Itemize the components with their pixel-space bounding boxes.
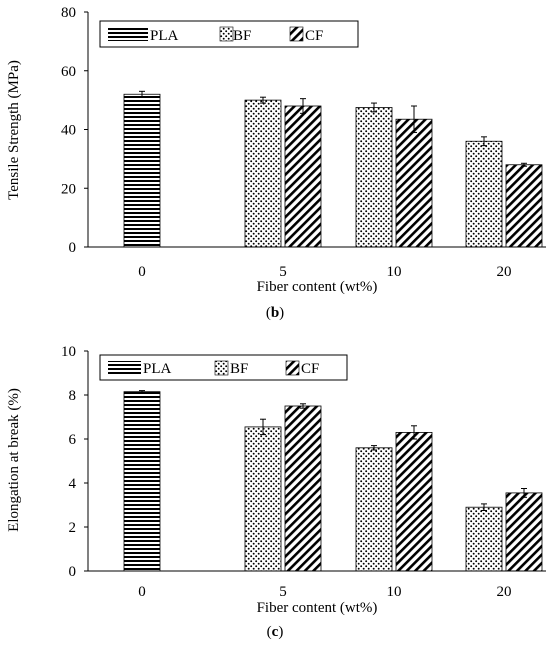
chart-c-legend-swatch-bf	[214, 360, 229, 376]
chart-c-legend-swatch-cf	[285, 360, 300, 376]
chart-b-y-tick-label: 0	[69, 240, 77, 256]
chart-b-bar-bf-10	[355, 107, 393, 248]
chart-c: 0 2 4 6 8 10 0 5 10 20 Elongation at break (%) F…	[6, 344, 546, 640]
chart-b-x-tick-label: 10	[387, 264, 402, 280]
chart-c-legend-label-bf: BF	[230, 361, 248, 377]
chart-b-legend-swatch-pla	[108, 27, 148, 41]
chart-c-y-tick-label: 4	[69, 476, 77, 492]
chart-b-legend-label-bf: BF	[233, 28, 251, 44]
chart-c-bar-bf-20	[465, 506, 503, 572]
chart-b-error-bar-cf-10	[411, 105, 417, 133]
chart-b-x-tick-label: 5	[279, 264, 287, 280]
chart-b-error-bar-cf-20	[521, 162, 527, 167]
chart-c-y-axis-title: Elongation at break (%)	[6, 388, 22, 532]
chart-b-error-bar-bf-10	[371, 102, 377, 113]
chart-c-error-bar-bf-20	[481, 503, 487, 511]
chart-b-bars	[123, 93, 543, 248]
chart-b-y-tick-label: 60	[61, 64, 76, 80]
chart-b-error-bar-pla-0	[139, 90, 145, 98]
chart-b-x-axis-title: Fiber content (wt%)	[257, 279, 378, 295]
chart-b-bar-cf-20	[505, 164, 543, 248]
chart-b-y-tick-label: 40	[61, 123, 76, 139]
chart-b-legend: PLA BF CF	[99, 20, 359, 48]
chart-c-x-tick-label: 0	[138, 584, 146, 600]
chart-b-y-axis-title: Tensile Strength (MPa)	[6, 60, 22, 200]
chart-b-y-ticks: 0 20 40 60 80	[61, 5, 88, 256]
chart-c-x-tick-label: 5	[279, 584, 287, 600]
chart-b-bar-cf-5	[284, 105, 322, 248]
chart-c-error-bar-pla-0	[139, 390, 145, 394]
chart-c-y-tick-label: 0	[69, 564, 77, 580]
chart-b-panel-label: (b)	[266, 305, 284, 321]
chart-c-error-bar-cf-20	[521, 488, 527, 498]
chart-c-x-ticks: 0 5 10 20	[138, 584, 511, 600]
chart-c-y-tick-label: 8	[69, 388, 77, 404]
chart-b-bar-bf-20	[465, 140, 503, 248]
chart-c-y-tick-label: 10	[61, 344, 76, 360]
chart-c-legend: PLA BF CF	[99, 354, 348, 381]
chart-b-error-bar-bf-5	[260, 96, 266, 104]
chart-b-bar-pla-0	[123, 93, 161, 248]
chart-c-y-tick-label: 2	[69, 520, 77, 536]
chart-c-bar-cf-5	[284, 405, 322, 572]
chart-c-error-bar-bf-10	[371, 445, 377, 451]
chart-c-x-axis-title: Fiber content (wt%)	[257, 600, 378, 616]
chart-c-bar-bf-10	[355, 447, 393, 572]
chart-c-error-bar-cf-5	[300, 403, 306, 409]
chart-c-legend-label-pla: PLA	[143, 361, 172, 377]
chart-b-x-tick-label: 20	[497, 264, 512, 280]
chart-c-legend-label-cf: CF	[301, 361, 319, 377]
chart-b-bar-bf-5	[244, 99, 282, 248]
chart-c-bar-cf-20	[505, 492, 543, 572]
chart-c-bars	[123, 391, 543, 572]
chart-b-legend-label-pla: PLA	[150, 28, 179, 44]
chart-b-y-tick-label: 20	[61, 181, 76, 197]
chart-c-bar-pla-0	[123, 391, 161, 572]
chart-c-x-tick-label: 20	[497, 584, 512, 600]
chart-b-error-bars	[139, 90, 527, 167]
chart-b-x-tick-label: 0	[138, 264, 146, 280]
chart-c-legend-swatch-pla	[108, 361, 141, 375]
chart-b-y-tick-label: 80	[61, 5, 76, 21]
chart-c-panel-label: (c)	[267, 624, 284, 640]
chart-b-error-bar-bf-20	[481, 136, 487, 147]
chart-c-error-bars	[139, 390, 527, 511]
chart-c-y-ticks: 0 2 4 6 8 10	[61, 344, 88, 580]
chart-b-error-bar-cf-5	[300, 98, 306, 114]
chart-c-x-tick-label: 10	[387, 584, 402, 600]
chart-b-bar-cf-10	[395, 118, 433, 248]
chart-c-error-bar-bf-5	[260, 418, 266, 436]
chart-c-bar-cf-10	[395, 431, 433, 572]
chart-b-legend-swatch-cf	[289, 26, 304, 42]
chart-c-error-bar-cf-10	[411, 425, 417, 440]
chart-b-x-ticks: 0 5 10 20	[138, 264, 511, 280]
chart-c-y-tick-label: 6	[69, 432, 77, 448]
chart-c-bar-bf-5	[244, 426, 282, 572]
chart-b-legend-label-cf: CF	[305, 28, 323, 44]
chart-b-legend-swatch-bf	[219, 26, 234, 42]
